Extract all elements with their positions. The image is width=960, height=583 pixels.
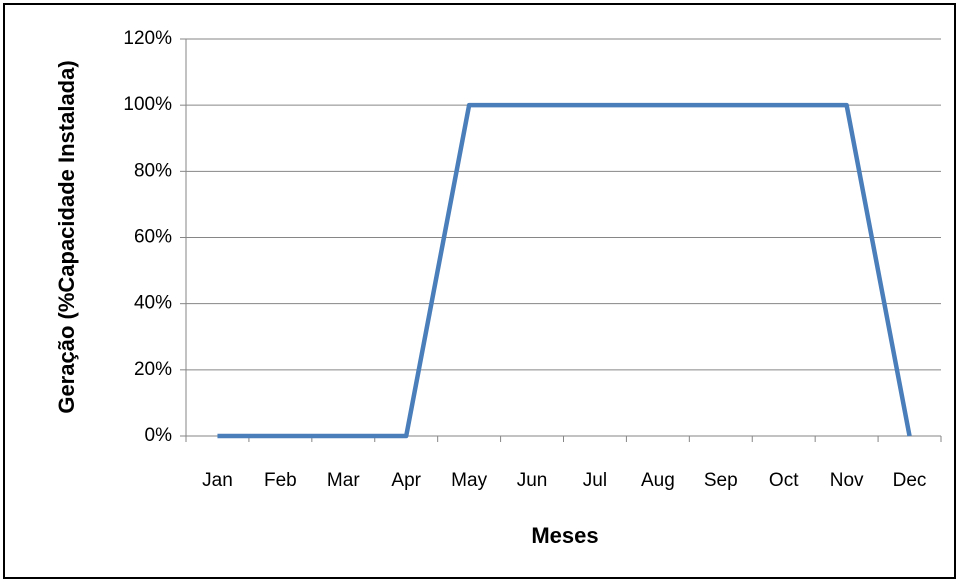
x-tick-label: Mar (327, 470, 360, 491)
x-tick-label: Nov (830, 470, 864, 491)
y-tick-label: 120% (123, 28, 172, 49)
x-tick-label: Jun (517, 470, 548, 491)
x-tick-label: Jan (202, 470, 233, 491)
x-tick-label: May (451, 470, 487, 491)
chart-border (3, 3, 956, 579)
x-axis-title: Meses (531, 523, 598, 548)
y-tick-label: 0% (145, 425, 173, 446)
data-line (217, 102, 912, 439)
x-tick-label: Jul (583, 470, 607, 491)
y-axis-title: Geração (%Capacidade Instalada) (54, 60, 79, 413)
x-tick-label: Feb (264, 470, 297, 491)
x-tick-label: Apr (391, 470, 421, 491)
x-tick-label: Aug (641, 470, 675, 491)
x-tick-label: Sep (704, 470, 738, 491)
y-tick-label: 80% (134, 160, 172, 181)
y-tick-label: 60% (134, 227, 172, 248)
y-tick-label: 40% (134, 293, 172, 314)
x-tick-label: Oct (769, 470, 799, 491)
y-tick-label: 20% (134, 359, 172, 380)
y-tick-label: 100% (123, 94, 172, 115)
x-tick-label: Dec (893, 470, 927, 491)
